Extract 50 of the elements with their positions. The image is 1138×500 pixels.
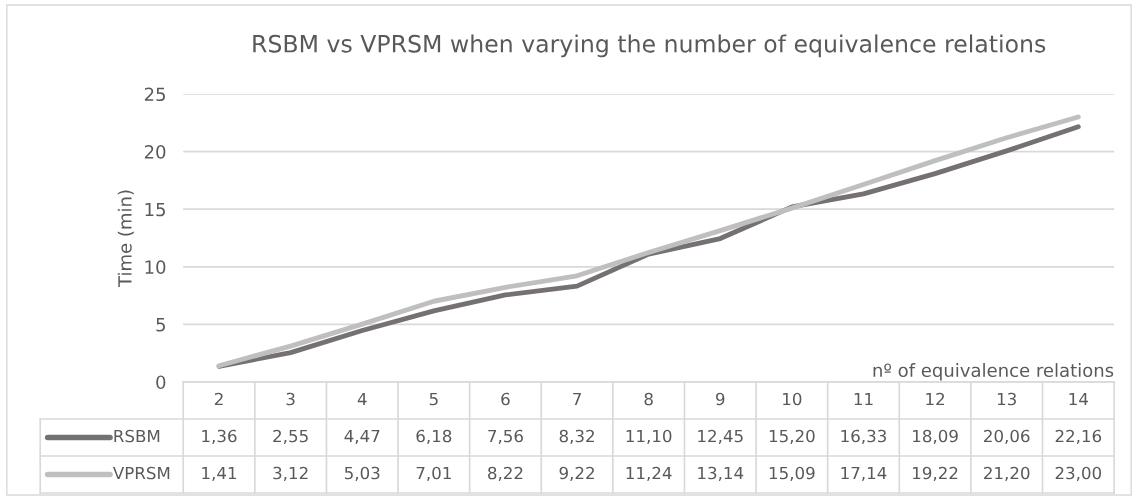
data-label: 19,22 — [913, 466, 958, 482]
x-tick-label: 2 — [214, 392, 223, 406]
x-tick-label: 11 — [854, 392, 873, 406]
data-label: 13,14 — [698, 466, 744, 482]
data-label: 1,36 — [202, 429, 237, 445]
x-tick-label: 3 — [286, 392, 295, 406]
y-tick-label: 10 — [145, 260, 166, 274]
y-axis-title: Time (min) — [117, 190, 134, 288]
data-label: 11,24 — [626, 466, 672, 482]
data-label: 7,56 — [488, 429, 523, 445]
data-label: 21,20 — [984, 466, 1030, 482]
data-label: 20,06 — [984, 429, 1030, 445]
legend-label: VPRSM — [112, 466, 170, 480]
data-label: 18,09 — [913, 429, 958, 445]
x-tick-label: 14 — [1069, 392, 1088, 406]
y-tick-label: 20 — [144, 145, 166, 159]
data-label: 12,45 — [698, 429, 743, 445]
y-tick-label: 0 — [156, 375, 166, 390]
data-label: 2,55 — [273, 429, 308, 445]
data-label: 9,22 — [559, 466, 594, 482]
data-label: 3,12 — [273, 466, 308, 482]
data-label: 16,33 — [841, 429, 886, 445]
x-tick-label: 8 — [644, 392, 653, 406]
x-tick-label: 13 — [997, 392, 1016, 406]
y-tick-label: 5 — [156, 318, 165, 332]
data-label: 11,10 — [626, 429, 672, 445]
data-label: 15,20 — [769, 429, 815, 445]
data-label: 6,18 — [416, 429, 452, 445]
data-label: 1,41 — [202, 466, 237, 482]
data-label: 15,09 — [769, 466, 815, 482]
data-label: 7,01 — [416, 466, 451, 482]
x-tick-label: 7 — [573, 392, 581, 406]
data-label: 23,00 — [1055, 466, 1102, 482]
x-tick-label: 9 — [716, 392, 725, 406]
data-label: 17,14 — [841, 466, 887, 482]
data-label: 5,03 — [344, 466, 380, 482]
data-label: 8,32 — [559, 429, 594, 445]
x-tick-label: 12 — [926, 392, 945, 406]
x-tick-label: 5 — [429, 392, 438, 406]
data-label: 22,16 — [1055, 429, 1102, 445]
legend-label: RSBM — [114, 429, 160, 443]
x-tick-label: 4 — [357, 392, 367, 406]
x-tick-label: 10 — [783, 392, 802, 406]
data-label: 8,22 — [488, 466, 523, 482]
chart-title: RSBM vs VPRSM when varying the number of equivalence relations — [253, 34, 1046, 58]
data-label: 4,47 — [344, 429, 380, 445]
x-axis-title: nº of equivalence relations — [873, 363, 1114, 381]
y-tick-label: 25 — [144, 87, 165, 102]
y-tick-label: 15 — [145, 202, 165, 217]
x-tick-label: 6 — [501, 392, 510, 406]
